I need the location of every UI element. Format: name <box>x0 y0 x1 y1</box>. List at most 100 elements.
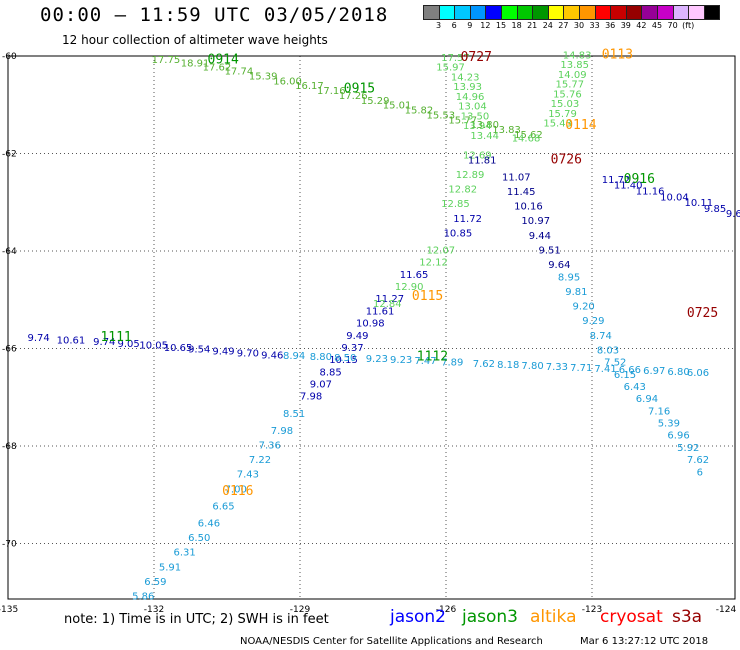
wave-height-value: 9.49 <box>346 331 368 342</box>
wave-height-value: 17.75 <box>152 55 181 66</box>
credit-line: NOAA/NESDIS Center for Satellite Applica… <box>240 636 543 647</box>
mission-label-jason2: jason2 <box>390 607 446 627</box>
footnote: note: 1) Time is in UTC; 2) SWH is in fe… <box>64 612 329 627</box>
wave-height-value: 15.01 <box>383 101 412 112</box>
wave-height-value: 10.15 <box>329 355 358 366</box>
wave-height-value: 6.15 <box>614 370 636 381</box>
wave-height-value: 9.05 <box>118 339 140 350</box>
wave-height-value: 9.70 <box>237 348 259 359</box>
wave-height-value: 8.74 <box>590 331 612 342</box>
legend-swatch <box>469 5 487 20</box>
wave-height-value: 8.18 <box>497 360 519 371</box>
wave-height-value: 7.36 <box>259 440 281 451</box>
wave-height-value: 13.04 <box>458 102 487 113</box>
wave-height-value: 13.50 <box>461 111 490 122</box>
wave-height-value: 7.43 <box>237 470 259 481</box>
wave-height-value: 9.46 <box>261 350 283 361</box>
wave-height-value: 15.03 <box>551 99 580 110</box>
wave-height-value: 9.81 <box>565 287 587 298</box>
wave-height-value: 7.98 <box>300 392 322 403</box>
wave-height-value: 12.12 <box>419 258 448 269</box>
wave-height-value: 17.26 <box>339 91 368 102</box>
pass-time-label: 0914 <box>208 52 239 67</box>
wave-height-value: 6.65 <box>212 501 234 512</box>
y-tick-label: -66 <box>2 345 17 355</box>
legend-tick-label: 36 <box>605 21 616 30</box>
legend-swatch <box>688 5 705 20</box>
pass-time-label: 1112 <box>417 350 448 365</box>
wave-height-value: 9.54 <box>188 344 210 355</box>
x-tick-label: -135 <box>0 605 18 615</box>
legend-swatch <box>532 5 549 20</box>
y-tick-label: -64 <box>2 247 17 257</box>
wave-height-value: 8.94 <box>283 351 305 362</box>
legend-swatch <box>438 5 456 20</box>
timestamp: Mar 6 13:27:12 UTC 2018 <box>580 636 709 647</box>
legend-tick-label: 21 <box>527 21 538 30</box>
wave-height-value: 9.51 <box>538 245 560 256</box>
wave-height-value: 9.20 <box>573 302 595 313</box>
wave-height-value: 9.65 <box>726 209 740 220</box>
wave-height-value: 15.62 <box>514 130 543 141</box>
wave-height-value: 5.39 <box>658 419 680 430</box>
legend-tick-label: 45 <box>651 21 663 30</box>
wave-height-value: 16.00 <box>273 76 302 87</box>
wave-height-value: 8.80 <box>310 352 332 363</box>
wave-height-value: 6 <box>697 467 703 478</box>
wave-height-value: 12.07 <box>427 245 456 256</box>
wave-height-value: 9.37 <box>341 343 363 354</box>
wave-height-value: 17.16 <box>317 86 346 97</box>
wave-height-value: 7.16 <box>648 406 670 417</box>
wave-height-value: 14.09 <box>558 70 587 81</box>
wave-height-value: 5.92 <box>677 443 699 454</box>
wave-height-value: 12.69 <box>463 150 492 161</box>
x-tick-label: -123 <box>582 605 602 615</box>
legend-tick-label: (ft) <box>682 21 695 30</box>
wave-height-value: 7.62 <box>687 455 709 466</box>
wave-height-value: 7.33 <box>546 362 568 373</box>
wave-height-value: 17.62 <box>203 63 232 74</box>
wave-height-value: 10.98 <box>356 319 385 330</box>
pass-time-label: 0115 <box>412 289 443 304</box>
wave-height-value: 14.23 <box>451 72 480 83</box>
legend-swatch <box>610 5 627 20</box>
legend-swatch <box>485 5 502 20</box>
wave-height-value: 12.84 <box>373 299 402 310</box>
mission-label-jason3: jason3 <box>462 607 518 627</box>
wave-height-value: 6.59 <box>144 577 166 588</box>
y-tick-label: -70 <box>2 540 17 550</box>
legend-swatch <box>500 5 518 20</box>
legend-swatch <box>423 5 440 20</box>
wave-height-value: 7.89 <box>441 358 463 369</box>
pass-time-label: 0916 <box>624 172 655 187</box>
legend-swatch <box>578 5 596 20</box>
pass-time-label: 0116 <box>222 484 253 499</box>
wave-height-value: 12.82 <box>448 185 477 196</box>
wave-height-value: 8.03 <box>597 345 619 356</box>
wave-height-value: 13.93 <box>453 82 482 93</box>
x-tick-label: -126 <box>436 605 457 615</box>
wave-height-value: 7.71 <box>570 363 592 374</box>
legend-swatch <box>703 5 721 20</box>
wave-height-value: 17.57 <box>441 53 470 64</box>
legend-tick-label: 3 <box>436 21 442 30</box>
y-tick-label: -60 <box>2 52 17 62</box>
legend-tick-label: 6 <box>451 21 457 30</box>
wave-height-value: 9.74 <box>93 337 115 348</box>
wave-height-value: 9.07 <box>310 380 332 391</box>
wave-height-value: 15.43 <box>543 119 572 130</box>
wave-height-value: 13.44 <box>470 131 499 142</box>
legend-tick-label: 39 <box>620 21 631 30</box>
wave-height-value: 11.61 <box>366 306 395 317</box>
wave-height-value: 7.47 <box>414 356 436 367</box>
mission-label-s3a: s3a <box>672 607 703 627</box>
wave-height-value: 12.90 <box>395 282 424 293</box>
y-tick-label: -62 <box>2 150 17 160</box>
wave-height-value: 14.96 <box>456 92 485 103</box>
wave-height-value: 8.95 <box>558 272 580 283</box>
wave-height-value: 7.62 <box>473 359 495 370</box>
legend-tick-label: 24 <box>542 21 553 30</box>
wave-height-value: 10.85 <box>444 228 473 239</box>
legend-swatch <box>594 5 612 20</box>
mission-label-cryosat: cryosat <box>600 607 663 627</box>
